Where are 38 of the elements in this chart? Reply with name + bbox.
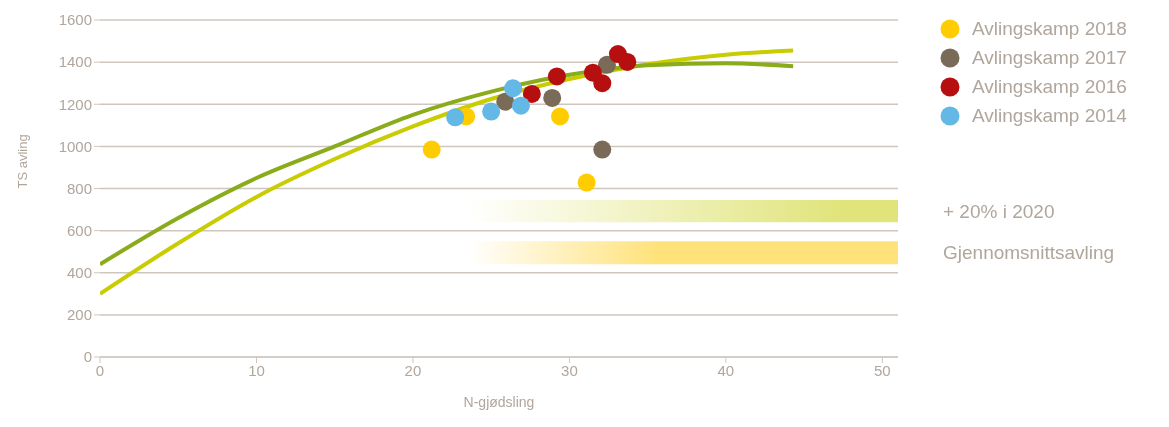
- x-tick-label: 50: [874, 361, 891, 379]
- x-axis-title: N-gjødsling: [463, 394, 535, 410]
- y-tick-label: 1400: [58, 53, 92, 71]
- y-tick-label: 1600: [58, 11, 92, 29]
- x-tick-label: 0: [95, 361, 105, 379]
- point: [547, 67, 566, 86]
- x-tick-label: 20: [404, 361, 422, 379]
- y-tick-label: 200: [66, 306, 92, 324]
- y-axis-title: TS avling: [14, 134, 30, 189]
- point: [511, 96, 530, 115]
- point: [446, 108, 465, 127]
- x-tick-label: 30: [561, 361, 578, 379]
- x-tick-label: 40: [717, 361, 735, 379]
- point: [577, 173, 596, 192]
- line-series: [100, 61, 796, 267]
- y-tick-label: 1000: [58, 137, 92, 155]
- point: [504, 79, 523, 98]
- legend-label: Avlingskamp 2016: [972, 75, 1127, 98]
- y-tick-label: 800: [66, 179, 92, 197]
- point: [422, 140, 441, 159]
- point: [482, 102, 501, 121]
- legend-label: Avlingskamp 2014: [972, 104, 1127, 127]
- band-label: Gjennomsnittsavling: [943, 242, 1115, 264]
- point: [593, 140, 612, 159]
- point: [551, 107, 570, 126]
- legend-label: Avlingskamp 2018: [972, 17, 1127, 40]
- y-tick-label: 0: [83, 348, 92, 366]
- y-tick-label: 600: [66, 221, 92, 239]
- legend-label: Avlingskamp 2017: [972, 46, 1127, 69]
- band-label: + 20% i 2020: [943, 200, 1055, 222]
- point: [593, 74, 612, 93]
- point: [522, 84, 541, 103]
- line-series: [100, 48, 796, 296]
- point: [618, 52, 637, 71]
- x-tick-label: 10: [248, 361, 265, 379]
- y-tick-label: 400: [66, 264, 92, 282]
- point: [543, 88, 562, 107]
- y-tick-label: 1200: [58, 95, 92, 113]
